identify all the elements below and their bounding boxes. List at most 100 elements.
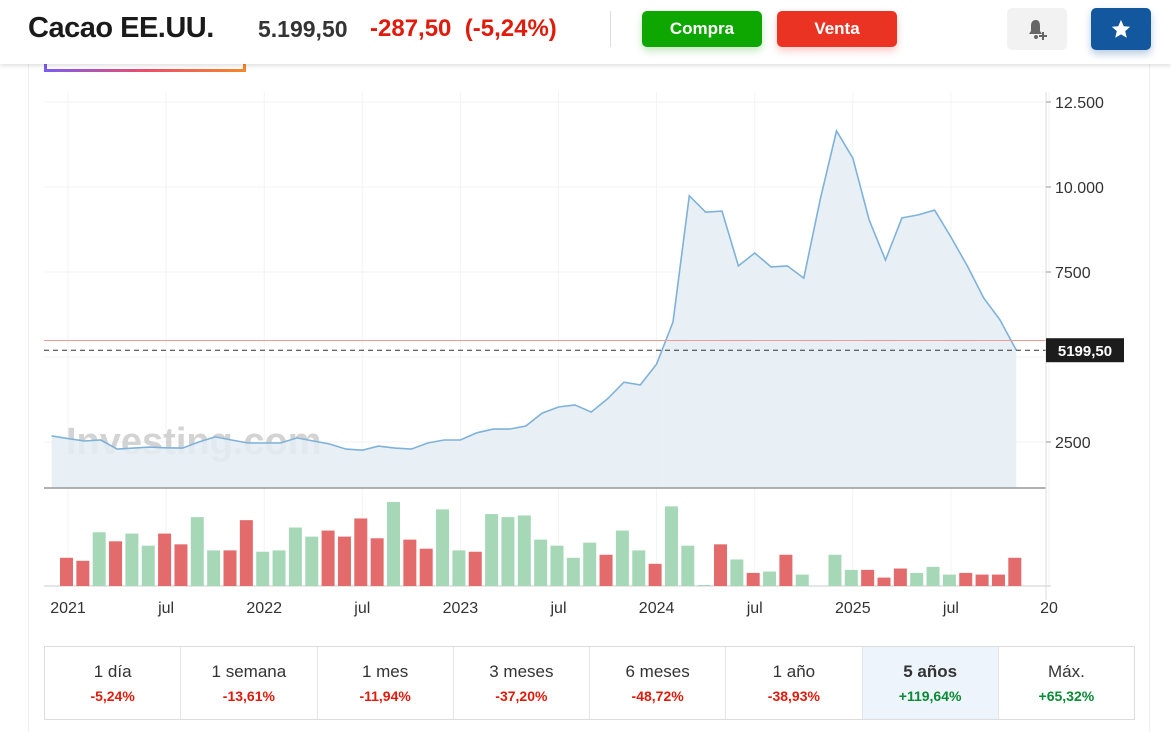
y-tick-label: 7500 [1055, 265, 1091, 282]
volume-bar [354, 518, 368, 586]
volume-bar [861, 569, 875, 586]
period-label: 1 año [772, 662, 816, 681]
volume-bar [387, 502, 400, 586]
period-change: +65,32% [1038, 688, 1095, 704]
volume-bar [779, 554, 793, 586]
volume-bar [190, 517, 204, 586]
period-change: -38,93% [767, 688, 820, 704]
x-tick-label: 2022 [246, 600, 282, 617]
volume-bar [991, 574, 1005, 586]
volume-bar [337, 536, 351, 586]
volume-bar [76, 560, 90, 586]
add-alert-button[interactable] [1007, 8, 1067, 50]
price-area-fill [51, 130, 1017, 488]
period-change: -13,61% [222, 688, 275, 704]
x-tick-label: jul [549, 600, 566, 617]
x-tick-label: 2023 [443, 600, 479, 617]
volume-bar [485, 514, 499, 586]
x-tick-label: jul [157, 600, 174, 617]
instrument-title: Cacao EE.UU. [28, 12, 214, 44]
period-change: -48,72% [631, 688, 684, 704]
volume-bar [697, 584, 711, 586]
change-value: -287,50 [370, 15, 452, 42]
volume-bar [288, 527, 302, 586]
volume-bar [583, 542, 597, 586]
x-tick-label: 20 [1040, 600, 1058, 617]
volume-bar [141, 545, 155, 586]
volume-bar [305, 536, 319, 586]
volume-bar [599, 554, 613, 586]
period-tab-2[interactable]: 1 mes -11,94% [318, 647, 454, 719]
volume-bar [877, 577, 891, 586]
buy-button[interactable]: Compra [642, 11, 762, 47]
current-price-badge [1046, 338, 1124, 363]
volume-bar [730, 559, 744, 586]
period-tab-7[interactable]: Máx. +65,32% [999, 647, 1134, 719]
volume-bar [125, 533, 139, 586]
x-tick-label: jul [942, 600, 959, 617]
current-price-label: 5199,50 [1058, 343, 1112, 360]
volume-bar [550, 545, 564, 586]
volume-bar [174, 544, 188, 586]
period-label: 1 semana [211, 662, 287, 681]
price-change: -287,50 (-5,24%) [370, 15, 557, 43]
volume-bar [60, 557, 73, 586]
chart-frame [28, 64, 1150, 732]
sell-button[interactable]: Venta [777, 11, 897, 47]
x-tick-label: jul [353, 600, 370, 617]
period-change: -11,94% [359, 688, 411, 704]
volume-bar [370, 538, 384, 586]
instrument-header: Cacao EE.UU. 5.199,50 -287,50 (-5,24%) C… [0, 0, 1171, 64]
volume-bar [714, 544, 727, 586]
volume-bar [452, 550, 466, 586]
divider [610, 11, 611, 47]
volume-bar [681, 545, 695, 586]
volume-bar [517, 515, 531, 586]
period-tab-6[interactable]: 5 años +119,64% [862, 647, 999, 719]
volume-bar [207, 550, 221, 586]
add-to-watchlist-button[interactable] [1091, 8, 1151, 50]
period-tab-1[interactable]: 1 semana -13,61% [181, 647, 318, 719]
volume-bar [272, 550, 286, 586]
volume-bar [223, 550, 237, 586]
period-change: -37,20% [495, 688, 548, 704]
volume-bar [632, 550, 646, 586]
volume-bar [1008, 557, 1022, 586]
volume-bar [419, 548, 433, 586]
period-tab-5[interactable]: 1 año -38,93% [726, 647, 863, 719]
volume-bar [566, 557, 580, 586]
period-change: -5,24% [90, 688, 135, 704]
volume-bar [534, 539, 548, 586]
volume-bar [926, 566, 940, 586]
period-tab-4[interactable]: 6 meses -48,72% [590, 647, 727, 719]
price-line [51, 128, 1018, 452]
volume-bar [501, 517, 515, 586]
change-percent: (-5,24%) [464, 15, 557, 42]
y-tick-label: 12.500 [1055, 95, 1104, 112]
volume-bar [256, 551, 270, 586]
y-tick-label: 10.000 [1055, 180, 1104, 197]
period-label: 3 meses [489, 662, 554, 681]
volume-bar [795, 574, 809, 586]
volume-bar [910, 572, 924, 586]
volume-bar [828, 554, 842, 586]
volume-bar [403, 539, 417, 586]
volume-bar [975, 574, 989, 586]
volume-bar [436, 509, 450, 586]
period-tab-0[interactable]: 1 día -5,24% [45, 647, 182, 719]
volume-bar [844, 569, 858, 586]
period-label: Máx. [1047, 662, 1085, 681]
x-tick-label: 2021 [50, 600, 86, 617]
volume-bar [959, 572, 973, 586]
volume-bar [239, 520, 253, 586]
volume-bar [763, 571, 777, 586]
volume-bar [92, 532, 106, 586]
period-tab-3[interactable]: 3 meses -37,20% [454, 647, 590, 719]
volume-bar [942, 574, 956, 586]
volume-bar [648, 563, 662, 586]
volume-bar [321, 530, 335, 586]
period-label: 1 día [93, 662, 132, 681]
x-tick-label: jul [746, 600, 763, 617]
last-price: 5.199,50 [258, 16, 348, 42]
